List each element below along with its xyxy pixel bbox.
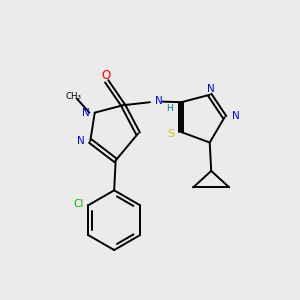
Text: N: N [232,111,240,121]
Text: CH₃: CH₃ [66,92,82,101]
Text: N: N [82,108,89,118]
Text: H: H [167,104,173,113]
Text: N: N [155,96,163,106]
Text: N: N [207,84,215,94]
Text: S: S [168,129,175,139]
Text: N: N [77,136,85,146]
Text: Cl: Cl [74,199,84,209]
Text: O: O [101,69,111,82]
